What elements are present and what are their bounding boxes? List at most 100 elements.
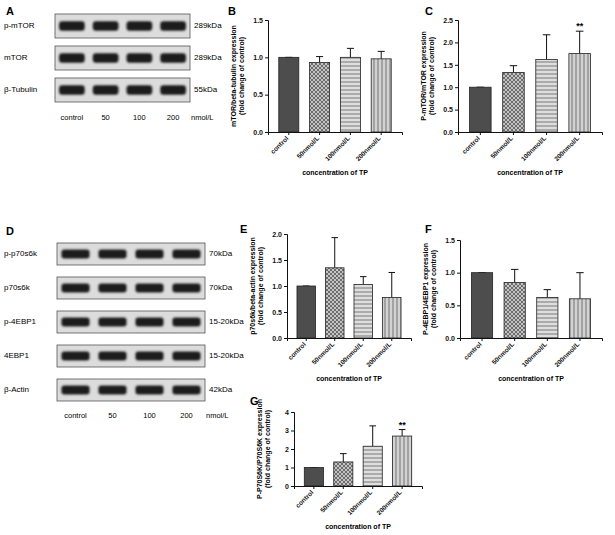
x-tick: 100nmol/L	[520, 132, 548, 162]
tick-label: 50nmol/L	[310, 341, 335, 366]
panel-letter: C	[425, 5, 433, 17]
y-axis-title: (fold change of control)	[430, 250, 438, 328]
axis-line	[269, 133, 403, 136]
x-tick: 50nmol/L	[295, 132, 320, 160]
error-bar	[576, 31, 584, 53]
tick-label: 200nmol/L	[553, 135, 581, 163]
blot-strip	[57, 345, 205, 367]
x-tick: 200nmol/L	[553, 338, 581, 368]
blot-strip	[57, 311, 205, 333]
bar	[297, 286, 316, 338]
y-axis-title: (fold change of control)	[428, 37, 436, 115]
x-tick: 100nmol/L	[346, 486, 374, 516]
tick-mark	[546, 132, 547, 135]
blot-panel: Dp-p70s6k70kDap70s6k70kDap-4EBP115-20kDa…	[4, 225, 244, 420]
tick-mark	[455, 87, 458, 88]
tick-label: 0	[285, 483, 289, 490]
size-label: 289kDa	[194, 21, 222, 30]
axis-line	[455, 21, 459, 133]
tick-label: control	[460, 134, 481, 155]
x-tick: 200nmol/L	[375, 486, 403, 516]
band	[172, 250, 200, 259]
lane-label: 100	[133, 113, 146, 122]
error-line	[546, 35, 547, 60]
error-cap	[543, 34, 551, 35]
band	[59, 85, 85, 95]
size-label: 15-20kDa	[209, 351, 244, 360]
lane-label: control	[64, 411, 87, 420]
x-axis-title: concentration of TP	[497, 169, 563, 176]
y-tick: 0.5	[445, 302, 460, 309]
y-tick: 1.0	[445, 269, 460, 276]
band	[160, 21, 186, 31]
error-bar	[543, 35, 551, 60]
x-tick: 200nmol/L	[354, 132, 382, 162]
tick-mark	[291, 431, 294, 432]
error-bar	[369, 426, 376, 446]
tick-label: 0.0	[253, 129, 263, 136]
band	[59, 53, 85, 63]
bar	[504, 282, 525, 338]
error-line	[350, 48, 351, 57]
size-label: 70kDa	[209, 249, 233, 258]
tick-mark	[288, 132, 289, 135]
blot-row: p70s6k70kDa	[4, 277, 233, 299]
axis-line	[461, 339, 603, 342]
x-axis-title: concentration of TP	[302, 169, 368, 176]
bar	[569, 54, 591, 132]
annotation: **	[399, 420, 407, 430]
tick-label: 1.0	[253, 54, 263, 61]
error-cap	[340, 453, 347, 454]
tick-mark	[284, 338, 287, 339]
error-cap	[369, 425, 376, 426]
y-tick: 0	[285, 483, 294, 490]
error-line	[343, 454, 344, 462]
tick-label: 0.5	[272, 309, 282, 316]
tick-mark	[284, 234, 287, 235]
bar	[393, 436, 412, 486]
error-cap	[378, 51, 385, 52]
panel-letter: E	[240, 223, 247, 235]
tick-label: 2.5	[443, 17, 453, 24]
error-cap	[360, 276, 366, 277]
tick-label: 1.5	[272, 257, 282, 264]
tick-label: control	[269, 134, 290, 155]
bar-chart: 0.00.51.01.5control50nmol/L100nmol/L200n…	[422, 237, 603, 382]
tick-label: 3	[285, 427, 289, 434]
x-tick: 100nmol/L	[520, 338, 548, 368]
tick-mark	[455, 20, 458, 21]
blot-panel: Ap-mTOR289kDamTOR289kDaβ-Tubulin55kDacon…	[4, 5, 222, 122]
bar	[537, 297, 558, 338]
bar	[334, 462, 353, 486]
y-tick: 0.0	[253, 129, 268, 136]
tick-mark	[457, 338, 460, 339]
blot-strip	[57, 277, 205, 299]
tick-label: 2	[285, 446, 289, 453]
error-bar	[360, 277, 366, 285]
x-axis-title: concentration of TP	[316, 375, 382, 382]
error-cap	[511, 269, 518, 270]
tick-mark	[455, 132, 458, 133]
x-tick: control	[462, 338, 483, 361]
x-tick: 50nmol/L	[310, 338, 335, 366]
y-tick: 1.5	[253, 17, 268, 24]
tick-label: 1.0	[443, 84, 453, 91]
size-label: 42kDa	[209, 385, 233, 394]
plot-area	[304, 426, 411, 486]
tick-mark	[514, 338, 515, 341]
error-line	[381, 51, 382, 58]
error-bar	[378, 51, 385, 58]
tick-mark	[381, 132, 382, 135]
x-tick: control	[269, 132, 290, 155]
blot-row: β-Tubulin55kDa	[4, 78, 218, 102]
x-axis: control50nmol/L100nmol/L200nmol/L	[294, 486, 422, 516]
y-tick: 0.0	[445, 335, 460, 342]
y-axis-title: P-4EBP1/4EBP1 expression	[422, 243, 430, 335]
tick-mark	[455, 42, 458, 43]
blot-strip	[57, 379, 205, 401]
band	[172, 318, 200, 327]
tick-mark	[334, 338, 335, 341]
bar-chart: 01234control50nmol/L100nmol/L200nmol/L**…	[256, 399, 423, 530]
x-tick: control	[286, 338, 307, 361]
band	[172, 352, 200, 361]
